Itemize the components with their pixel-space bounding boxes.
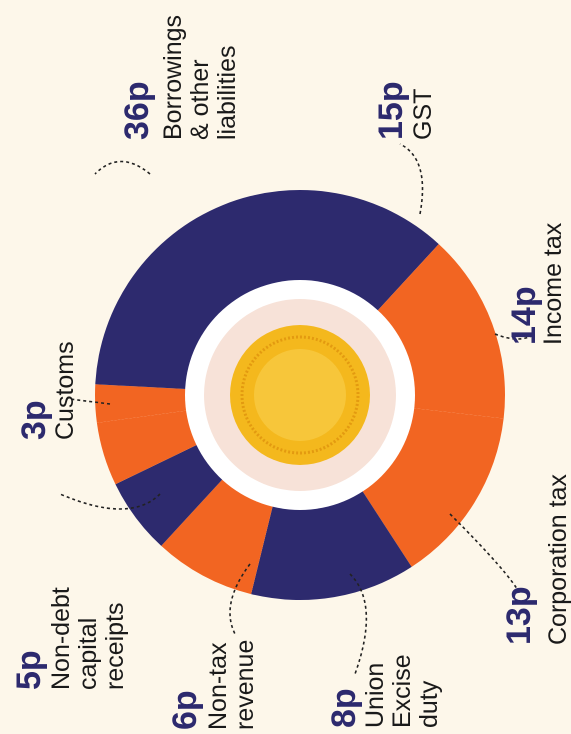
category-label: receipts: [101, 602, 129, 690]
slice: [251, 488, 412, 600]
coin-face: [254, 349, 346, 441]
slice: [95, 190, 439, 390]
category-label: Union: [361, 663, 389, 728]
arrow: [349, 573, 368, 675]
arrow: [59, 493, 161, 510]
value-label: 14p: [505, 286, 543, 345]
value-label: 36p: [118, 81, 156, 140]
arrow: [94, 160, 151, 175]
value-label: 15p: [372, 81, 410, 140]
category-label: Non-tax: [204, 642, 232, 730]
category-label: revenue: [231, 640, 259, 730]
category-label: capital: [74, 618, 102, 690]
category-label: Excise: [388, 654, 416, 728]
slice: [361, 407, 504, 567]
arrow: [229, 563, 251, 635]
category-label: Non-debt: [47, 587, 75, 690]
slice: [115, 443, 225, 546]
slice: [95, 384, 190, 423]
value-label: 13p: [500, 586, 538, 645]
category-label: & other: [186, 59, 214, 140]
slice: [375, 244, 505, 419]
slice: [96, 410, 200, 485]
coin-rim: [240, 335, 360, 455]
category-label: Income tax: [539, 222, 567, 345]
category-label: Corporation tax: [544, 474, 571, 645]
slices: [95, 190, 505, 600]
value-label: 8p: [325, 688, 363, 728]
category-label: Borrowings: [159, 15, 187, 140]
category-label: Customs: [51, 341, 79, 440]
value-label: 6p: [166, 690, 204, 730]
category-label: GST: [409, 89, 437, 140]
arrow: [449, 513, 521, 595]
category-label: duty: [415, 680, 443, 728]
slice: [161, 477, 274, 595]
value-label: 3p: [15, 400, 53, 440]
category-label: liabilities: [213, 46, 241, 140]
arrow: [69, 398, 111, 405]
arrow: [494, 333, 536, 340]
value-label: 5p: [10, 650, 48, 690]
